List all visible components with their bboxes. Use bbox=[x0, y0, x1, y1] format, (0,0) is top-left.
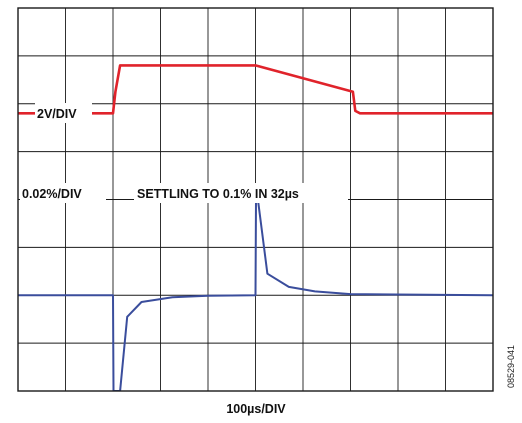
chart-frame bbox=[17, 7, 494, 392]
input-step-trace bbox=[18, 64, 493, 115]
error-scale-label-bg bbox=[20, 183, 106, 203]
settling-annotation-bg bbox=[134, 183, 348, 203]
settling-error-trace bbox=[18, 198, 493, 391]
error-scale-label: 0.02%/DIV bbox=[22, 187, 82, 201]
step-scale-label: 2V/DIV bbox=[37, 107, 77, 121]
figure-id: 08529-041 bbox=[506, 345, 516, 388]
step-scale-label-bg bbox=[35, 103, 92, 123]
settling-annotation: SETTLING TO 0.1% IN 32µs bbox=[137, 187, 299, 201]
x-axis-label: 100µs/DIV bbox=[226, 402, 286, 416]
chart-traces bbox=[18, 64, 493, 391]
